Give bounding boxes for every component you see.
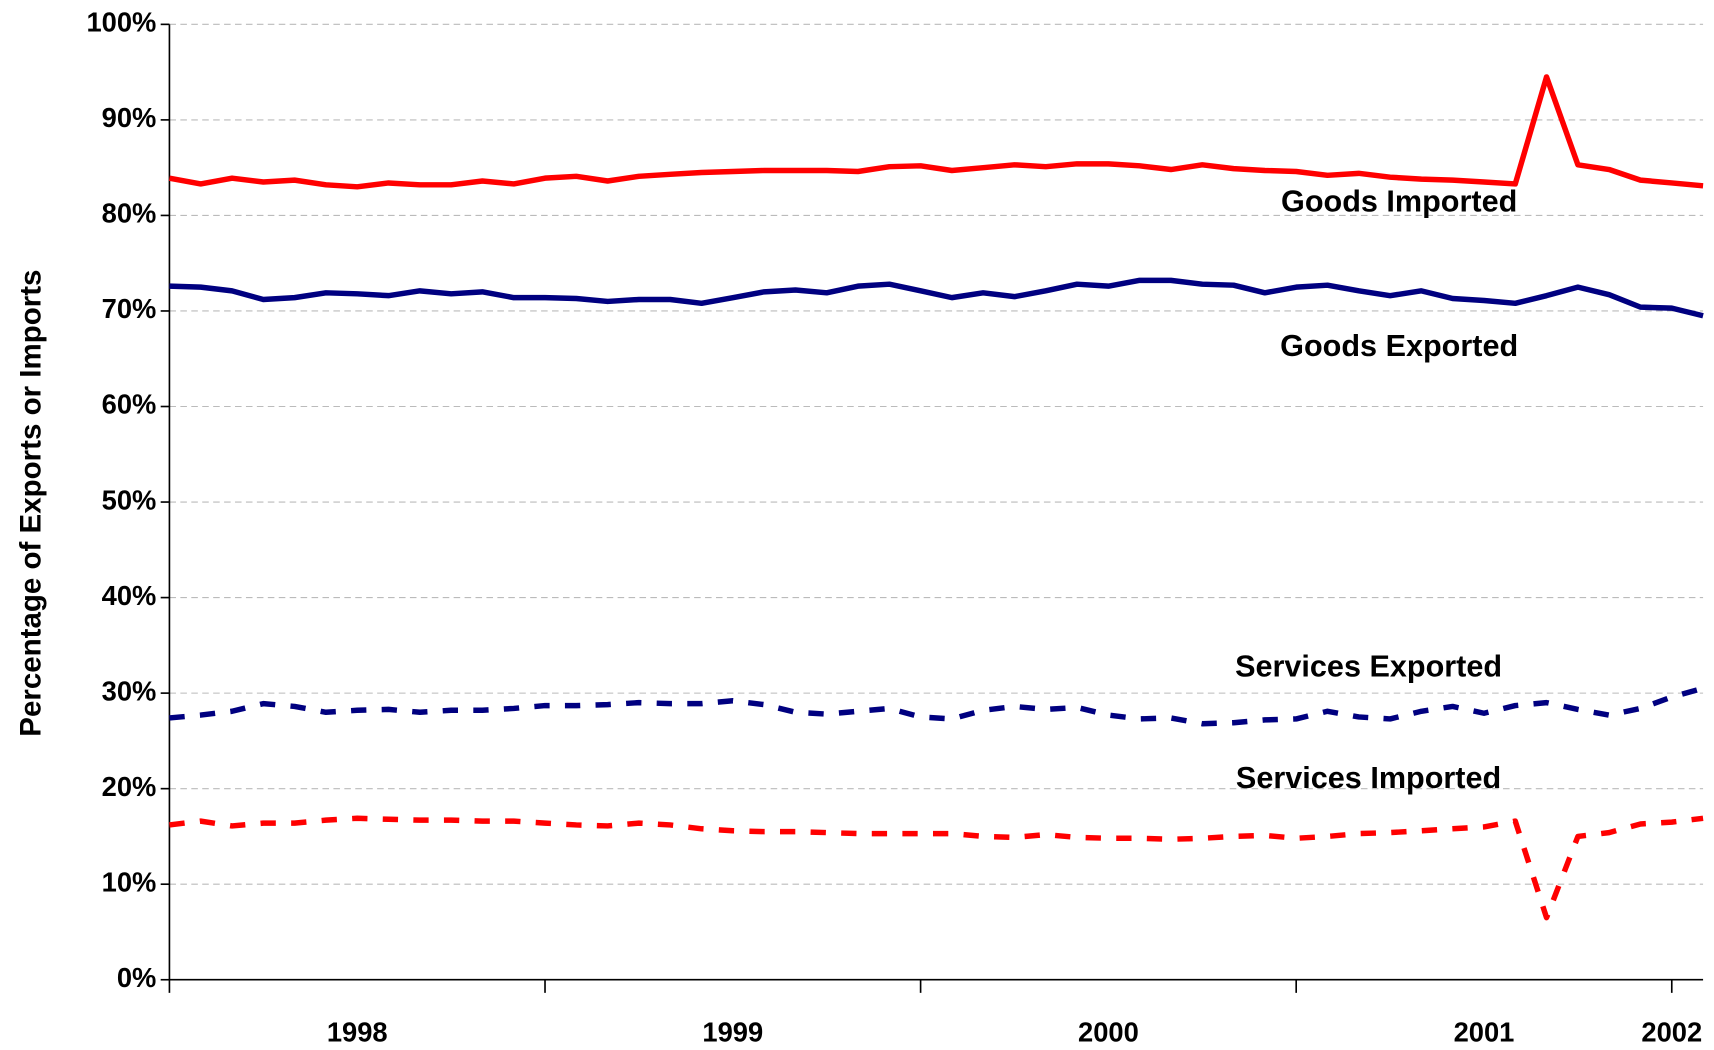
- x-tick-label: 1999: [702, 1017, 763, 1048]
- x-tick-label: 2001: [1454, 1017, 1515, 1048]
- y-tick-label: 0%: [117, 962, 156, 993]
- y-tick-label: 90%: [102, 102, 157, 133]
- x-tick-label: 2002: [1641, 1017, 1702, 1048]
- y-tick-label: 60%: [102, 389, 157, 420]
- x-tick-label: 2000: [1078, 1017, 1139, 1048]
- series-label: Services Imported: [1236, 761, 1501, 795]
- y-tick-label: 20%: [102, 771, 157, 802]
- series-line: [169, 685, 1704, 727]
- series-label: Goods Imported: [1281, 185, 1517, 219]
- series-line: [169, 277, 1704, 319]
- series-line: [168, 74, 1704, 190]
- y-axis-title: Percentage of Exports or Imports: [15, 270, 48, 737]
- y-tick-label: 80%: [102, 198, 157, 229]
- y-tick-label: 30%: [102, 675, 157, 706]
- y-tick-label: 70%: [102, 293, 157, 324]
- x-tick-label: 1998: [327, 1017, 388, 1048]
- y-tick-label: 10%: [102, 866, 157, 897]
- series-label: Services Exported: [1235, 649, 1502, 683]
- y-tick-label: 100%: [86, 7, 156, 38]
- series-line: [169, 815, 1704, 921]
- series-label: Goods Exported: [1280, 329, 1518, 363]
- y-tick-label: 40%: [102, 580, 157, 611]
- y-tick-label: 50%: [102, 484, 157, 515]
